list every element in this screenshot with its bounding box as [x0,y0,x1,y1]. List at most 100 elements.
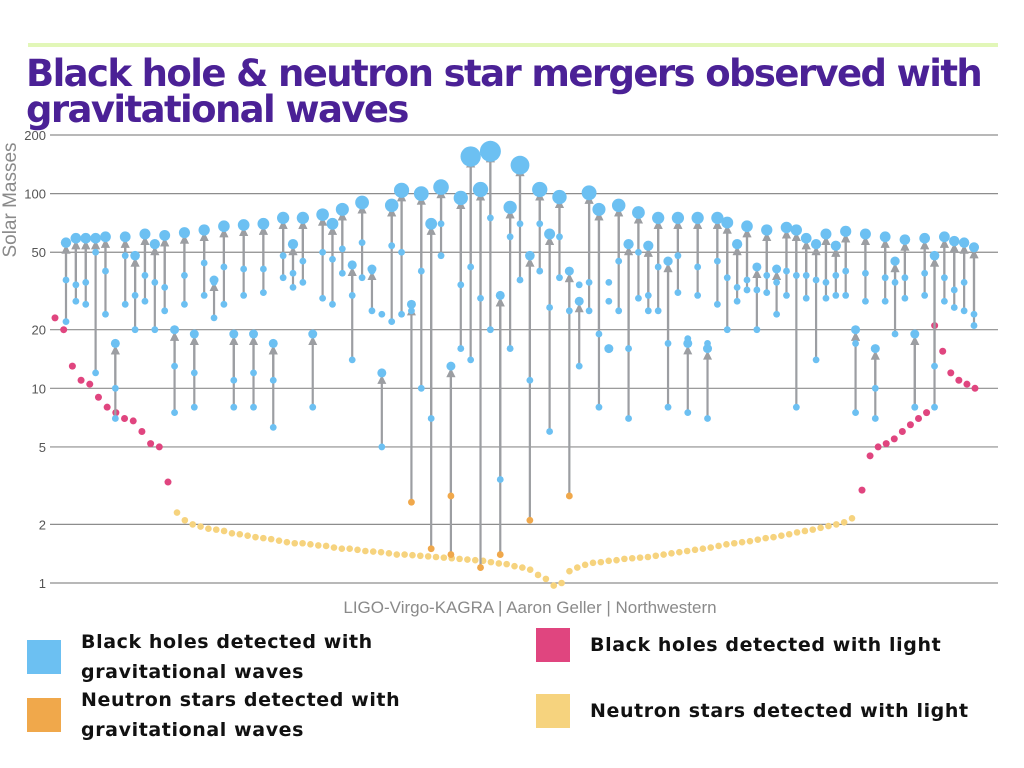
gw-black-hole-component [694,263,702,271]
gw-remnant-black-hole [347,260,357,270]
em-neutron-star-point [801,527,809,535]
gw-black-hole-component [792,272,800,279]
merger-arrowhead [841,233,851,243]
merger-arrowhead [229,336,239,346]
gw-remnant-black-hole [90,232,101,244]
gw-remnant-black-hole [159,229,171,241]
gw-black-hole-component [348,292,356,299]
merger-arrowhead [308,336,318,346]
gw-black-hole-component [190,369,198,377]
gw-black-hole-component [329,300,336,308]
gw-black-hole-component [338,245,346,253]
gw-black-hole-component [92,248,100,256]
gw-remnant-black-hole [859,228,871,240]
gw-black-hole-component [842,267,850,275]
gw-remnant-black-hole [479,140,501,162]
gw-black-hole-component [417,267,425,275]
gw-remnant-black-hole [446,361,456,371]
merger-arrowhead [239,226,249,236]
gw-black-hole-component [901,274,909,282]
gw-black-hole-component [398,310,405,318]
legend-swatch-gw-black-holes [27,640,61,674]
gw-remnant-black-hole [170,325,180,335]
gw-black-hole-component [259,265,267,273]
merger-arrowhead [219,228,229,238]
gw-black-hole-component [950,304,958,311]
gw-black-hole-component [970,310,978,318]
gw-black-hole-component [644,307,652,315]
gw-black-hole-component [891,330,899,338]
em-neutron-star-point [283,538,291,546]
gw-black-hole-component [467,356,475,364]
em-neutron-star-point [566,567,573,575]
gw-remnant-black-hole [721,216,734,229]
gw-neutron-star-component [427,545,435,553]
gw-black-hole-component [279,252,287,260]
gw-neutron-star-component [447,551,455,558]
gw-remnant-black-hole [592,202,606,216]
merger-arrowhead [831,247,841,257]
gw-black-hole-component [713,300,721,308]
gw-black-hole-component [299,257,307,265]
em-neutron-star-point [833,521,840,528]
gw-remnant-black-hole [149,239,160,250]
gw-black-hole-component [940,274,948,282]
merger-arrowhead [495,297,505,307]
gw-black-hole-component [506,345,514,352]
gw-remnant-black-hole [413,186,429,202]
em-neutron-star-point [597,558,605,566]
merger-arrowhead [446,368,456,378]
em-neutron-star-point [809,526,817,533]
gw-black-hole-component [812,356,820,364]
em-neutron-star-point [621,555,628,563]
em-neutron-star-point [212,526,220,533]
gw-remnant-black-hole [632,206,645,219]
gw-remnant-black-hole [406,299,416,309]
gw-remnant-black-hole [564,266,574,276]
gw-remnant-black-hole [800,232,812,244]
gw-black-hole-component [250,403,257,411]
gw-black-hole-component [753,326,761,334]
gw-black-hole-component [921,269,929,277]
merger-arrowhead [189,336,199,346]
gw-remnant-black-hole [910,329,920,339]
y-tick-label: 50 [32,245,46,260]
gw-black-hole-component [338,269,346,277]
y-tick-label: 20 [32,323,46,338]
em-black-hole-point [155,443,163,451]
em-neutron-star-point [291,539,299,547]
gw-black-hole-component [181,272,188,279]
gw-black-hole-component [131,292,139,299]
em-neutron-star-point [738,538,746,546]
merger-arrowhead [179,234,189,244]
em-neutron-star-point [346,545,353,553]
gw-black-hole-component [960,307,968,315]
gw-remnant-black-hole [544,228,556,240]
em-neutron-star-point [770,533,777,541]
gw-black-hole-component [506,233,514,241]
gw-remnant-black-hole [671,211,685,225]
merger-arrowhead [71,240,81,250]
em-neutron-star-point [636,554,644,561]
gw-black-hole-component [852,409,859,417]
gw-black-hole-component [763,289,771,297]
merger-arrowhead [298,219,308,229]
gw-black-hole-component [121,300,129,308]
gw-black-hole-component [852,340,859,347]
gw-remnant-black-hole [110,338,120,348]
gw-remnant-black-hole [503,200,517,215]
gw-black-hole-component [516,276,524,284]
gw-black-hole-component [536,267,544,275]
merger-arrowhead [762,232,772,242]
gw-remnant-black-hole [604,344,614,354]
gw-black-hole-component [417,384,425,392]
merger-arrowhead [110,345,120,355]
em-black-hole-point [60,326,68,334]
merger-arrowhead [781,229,791,239]
gw-black-hole-component [358,239,366,247]
merger-arrowhead [880,238,890,248]
em-black-hole-point [103,403,111,411]
gw-remnant-black-hole [761,224,773,236]
gw-black-hole-component [674,289,682,297]
gw-remnant-black-hole [326,217,339,230]
